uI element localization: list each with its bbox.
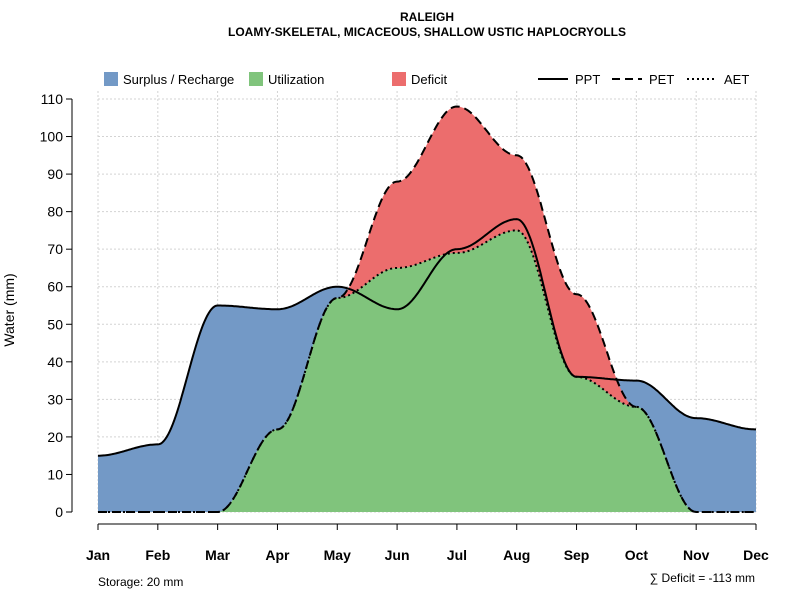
chart-title: RALEIGH (400, 10, 454, 24)
y-tick-label: 70 (47, 241, 63, 257)
y-tick-label: 0 (55, 504, 63, 520)
ppt-line (98, 218, 756, 457)
y-tick-label: 40 (47, 354, 63, 370)
legend-swatch (249, 72, 263, 86)
y-tick-label: 80 (47, 204, 63, 220)
legend-label: Deficit (411, 72, 448, 87)
deficit-annotation: ∑ Deficit = -113 mm (650, 571, 755, 585)
y-tick-label: 110 (41, 91, 64, 107)
x-tick-label: Jul (447, 547, 467, 563)
legend-swatch (104, 72, 118, 86)
y-tick-label: 100 (40, 129, 64, 145)
storage-annotation: Storage: 20 mm (98, 575, 183, 589)
y-tick-label: 60 (47, 279, 63, 295)
legend-label: PPT (575, 72, 600, 87)
x-tick-label: Oct (625, 547, 649, 563)
legend-swatch (392, 72, 406, 86)
x-tick-label: Nov (683, 547, 710, 563)
y-tick-label: 90 (47, 166, 63, 182)
deficit-area (98, 106, 756, 512)
x-tick-label: Apr (265, 547, 290, 563)
legend-label: PET (649, 72, 674, 87)
x-tick-label: Aug (503, 547, 530, 563)
y-tick-label: 10 (47, 466, 63, 482)
x-tick-label: Jun (385, 547, 410, 563)
legend-label: AET (724, 72, 749, 87)
x-tick-label: Sep (564, 547, 590, 563)
legend-label: Surplus / Recharge (123, 72, 234, 87)
y-tick-label: 50 (47, 316, 63, 332)
legend-label: Utilization (268, 72, 324, 87)
y-tick-label: 30 (47, 391, 63, 407)
x-tick-label: Feb (145, 547, 170, 563)
x-tick-label: Mar (205, 547, 230, 563)
x-tick-label: Jan (86, 547, 110, 563)
x-tick-label: Dec (743, 547, 769, 563)
chart-subtitle: LOAMY-SKELETAL, MICACEOUS, SHALLOW USTIC… (228, 25, 626, 39)
y-axis-title: Water (mm) (1, 273, 17, 346)
y-tick-label: 20 (47, 429, 63, 445)
axes: 0 10 20 30 40 50 60 70 80 90 100 110 Jan Feb Mar Apr May… (40, 91, 769, 563)
x-tick-label: May (324, 547, 351, 563)
pet-line (98, 105, 756, 513)
legend: Surplus / Recharge Utilization Deficit PPT P… (104, 72, 749, 87)
